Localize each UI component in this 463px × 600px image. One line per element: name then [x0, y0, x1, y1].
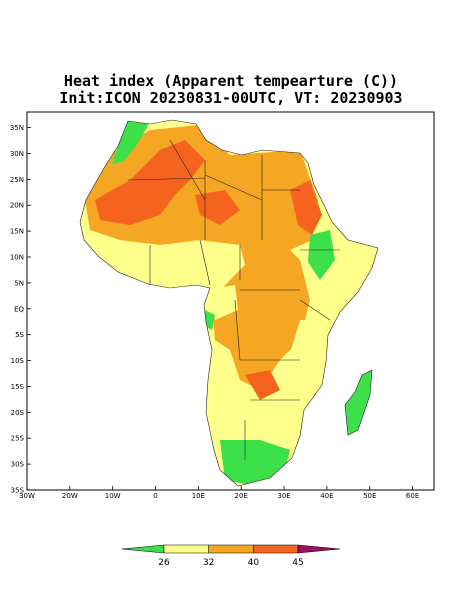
y-tick-label: 30N: [10, 150, 24, 158]
axes: 30W 20W 10W 0 10E 20E 30E 40E 50E 60E 35N 30N 25N 20N…: [10, 124, 419, 500]
cool-field: [220, 440, 290, 486]
y-tick-label: 15N: [10, 228, 24, 236]
x-tick-label: 10E: [192, 492, 205, 500]
colorbar-segment: [163, 544, 209, 554]
cool-field: [308, 230, 335, 280]
coastline: [79, 119, 379, 487]
country-borders: [127, 139, 340, 460]
map-frame: [26, 111, 435, 491]
land: [79, 119, 379, 487]
colorbar-segment: [253, 544, 299, 554]
madagascar: [344, 369, 373, 436]
x-tick-label: 60E: [406, 492, 419, 500]
colorbar-cap: [297, 544, 341, 554]
colorbar: 26 32 40 45: [121, 544, 341, 568]
hot-field: [290, 180, 322, 235]
colorbar-label: 45: [292, 558, 303, 568]
mild-field: [205, 285, 238, 320]
mild-field: [285, 320, 330, 400]
x-tick-label: 30W: [19, 492, 35, 500]
mild-field: [210, 400, 300, 450]
x-tick-label: 30E: [277, 492, 290, 500]
hot-field: [245, 370, 280, 400]
y-tick-label: 25N: [10, 176, 24, 184]
x-tick-label: 0: [153, 492, 157, 500]
hot-field: [95, 140, 205, 225]
y-tick-label: 5N: [14, 279, 24, 287]
y-tick-label: 20N: [10, 202, 24, 210]
y-tick-label: 10N: [10, 253, 24, 261]
colorbar-label: 40: [248, 558, 260, 568]
x-tick-label: 10W: [105, 492, 121, 500]
y-tick-label: 10S: [11, 357, 25, 365]
map-subtitle: Init:ICON 20230831-00UTC, VT: 20230903: [59, 89, 402, 107]
y-tick-label: 35S: [11, 487, 25, 495]
y-tick-label: 25S: [11, 435, 25, 443]
colorbar-label: 26: [158, 558, 170, 568]
colorbar-cap: [121, 544, 165, 554]
y-tick-label: 20S: [11, 409, 25, 417]
y-tick-label: EQ: [14, 305, 24, 313]
colorbar-label: 32: [203, 558, 214, 568]
x-tick-label: 40E: [320, 492, 333, 500]
y-tick-label: 5S: [15, 331, 24, 339]
y-tick-label: 30S: [11, 461, 25, 469]
y-tick-label: 15S: [11, 383, 25, 391]
x-tick-label: 50E: [363, 492, 376, 500]
hot-field: [195, 190, 240, 225]
x-tick-label: 20W: [62, 492, 78, 500]
map-title: Heat index (Apparent tempearture (C)): [64, 72, 398, 90]
colorbar-segment: [208, 544, 254, 554]
x-tick-label: 20E: [235, 492, 248, 500]
y-tick-label: 35N: [10, 124, 24, 132]
